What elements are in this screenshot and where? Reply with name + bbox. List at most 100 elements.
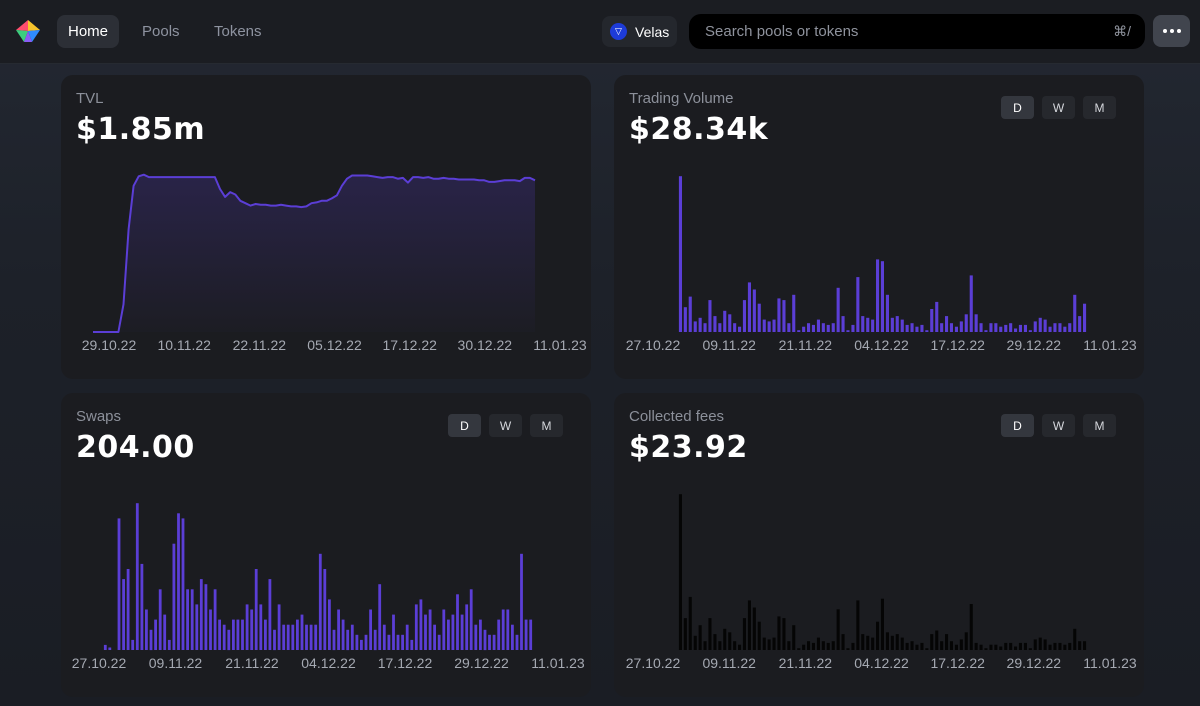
volume-bar[interactable] — [1038, 317, 1042, 332]
swaps-bar[interactable] — [360, 639, 363, 650]
timeframe-month-button[interactable]: M — [1083, 96, 1116, 119]
swaps-bar[interactable] — [410, 639, 414, 650]
swaps-bar[interactable] — [511, 624, 514, 650]
volume-bar[interactable] — [930, 309, 934, 332]
fees-bar[interactable] — [703, 641, 707, 650]
volume-bar[interactable] — [1004, 324, 1008, 332]
fees-bar[interactable] — [792, 625, 796, 650]
fees-bar[interactable] — [1018, 642, 1022, 650]
trading-volume-chart[interactable]: 27.10.22 09.11.22 21.11.22 04.12.22 17.12.22… — [614, 75, 1144, 379]
fees-bar[interactable] — [1083, 641, 1087, 650]
swaps-chart[interactable]: 27.10.22 09.11.22 21.11.22 04.12.22 17.12.22… — [61, 393, 591, 697]
volume-bar[interactable] — [846, 330, 850, 332]
collected-fees-chart[interactable]: 27.10.22 09.11.22 21.11.22 04.12.22 17.12.22… — [614, 393, 1144, 697]
fees-bar[interactable] — [905, 642, 909, 650]
swaps-bar[interactable] — [122, 579, 125, 650]
swaps-bar[interactable] — [382, 624, 386, 650]
volume-bar[interactable] — [688, 296, 692, 332]
fees-bar[interactable] — [915, 644, 919, 650]
fees-bar[interactable] — [811, 642, 815, 650]
fees-bar[interactable] — [856, 600, 860, 650]
volume-bar[interactable] — [920, 324, 924, 332]
volume-bar[interactable] — [866, 317, 870, 332]
swaps-bar[interactable] — [103, 644, 107, 650]
fees-bar[interactable] — [1048, 644, 1052, 650]
fees-bar[interactable] — [728, 632, 732, 650]
fees-bar[interactable] — [910, 641, 914, 650]
swaps-bar[interactable] — [131, 639, 135, 650]
fees-bar[interactable] — [945, 634, 949, 650]
volume-bar[interactable] — [1078, 316, 1082, 332]
swaps-bar[interactable] — [190, 589, 194, 650]
volume-bar[interactable] — [752, 289, 756, 333]
swaps-bar[interactable] — [447, 619, 450, 650]
fees-bar[interactable] — [733, 641, 737, 650]
search-box[interactable]: ⌘/ — [689, 14, 1145, 49]
volume-bar[interactable] — [831, 323, 835, 332]
swaps-bar[interactable] — [501, 609, 505, 651]
swaps-bar[interactable] — [149, 629, 153, 651]
volume-bar[interactable] — [747, 282, 751, 332]
fees-bar[interactable] — [797, 648, 801, 650]
nav-tokens[interactable]: Tokens — [214, 23, 262, 40]
volume-bar[interactable] — [1028, 330, 1032, 332]
fees-bar[interactable] — [836, 609, 840, 650]
swaps-bar[interactable] — [277, 604, 281, 650]
fees-bar[interactable] — [940, 641, 944, 650]
volume-bar[interactable] — [678, 176, 682, 332]
fees-bar[interactable] — [772, 637, 776, 650]
volume-bar[interactable] — [940, 323, 944, 332]
volume-bar[interactable] — [979, 323, 983, 332]
swaps-bar[interactable] — [350, 624, 354, 650]
volume-bar[interactable] — [1023, 324, 1027, 332]
swaps-bar[interactable] — [241, 619, 244, 650]
swaps-bar[interactable] — [186, 589, 189, 650]
volume-bar[interactable] — [885, 294, 889, 332]
timeframe-week-button[interactable]: W — [1042, 414, 1075, 437]
volume-bar[interactable] — [802, 326, 806, 332]
nav-pools[interactable]: Pools — [142, 23, 180, 40]
volume-bar[interactable] — [1083, 303, 1087, 332]
swaps-bar[interactable] — [268, 579, 272, 650]
swaps-bar[interactable] — [291, 624, 295, 650]
fees-bar[interactable] — [861, 634, 865, 650]
swaps-bar[interactable] — [378, 584, 382, 650]
swaps-bar[interactable] — [392, 614, 395, 650]
swaps-bar[interactable] — [259, 604, 263, 650]
fees-bar[interactable] — [782, 618, 786, 650]
fees-bar[interactable] — [866, 635, 870, 650]
swaps-bar[interactable] — [337, 609, 340, 651]
fees-bar[interactable] — [994, 644, 998, 650]
timeframe-day-button[interactable]: D — [448, 414, 481, 437]
fees-bar[interactable] — [979, 644, 983, 650]
fees-bar[interactable] — [777, 616, 781, 650]
volume-bar[interactable] — [816, 319, 820, 332]
fees-bar[interactable] — [1053, 642, 1057, 650]
swaps-bar[interactable] — [479, 619, 482, 650]
swaps-bar[interactable] — [209, 609, 212, 651]
volume-bar[interactable] — [994, 323, 998, 332]
volume-bar[interactable] — [811, 324, 815, 332]
swaps-bar[interactable] — [286, 624, 290, 650]
volume-bar[interactable] — [742, 300, 746, 332]
swaps-bar[interactable] — [451, 614, 455, 650]
fees-bar[interactable] — [821, 641, 825, 650]
swaps-bar[interactable] — [135, 503, 139, 650]
fees-bar[interactable] — [1033, 639, 1037, 650]
fees-bar[interactable] — [885, 632, 889, 650]
fees-bar[interactable] — [1063, 644, 1067, 650]
fees-bar[interactable] — [925, 648, 929, 650]
volume-bar[interactable] — [964, 314, 968, 332]
swaps-bar[interactable] — [218, 619, 221, 650]
fees-bar[interactable] — [1043, 639, 1047, 650]
volume-bar[interactable] — [1073, 294, 1077, 332]
fees-bar[interactable] — [1004, 642, 1008, 650]
volume-bar[interactable] — [821, 323, 825, 332]
fees-bar[interactable] — [747, 600, 751, 650]
volume-bar[interactable] — [703, 323, 707, 332]
volume-bar[interactable] — [698, 317, 702, 332]
swaps-bar[interactable] — [140, 563, 144, 650]
volume-bar[interactable] — [826, 324, 830, 332]
fees-bar[interactable] — [954, 644, 958, 650]
swaps-bar[interactable] — [328, 599, 331, 650]
